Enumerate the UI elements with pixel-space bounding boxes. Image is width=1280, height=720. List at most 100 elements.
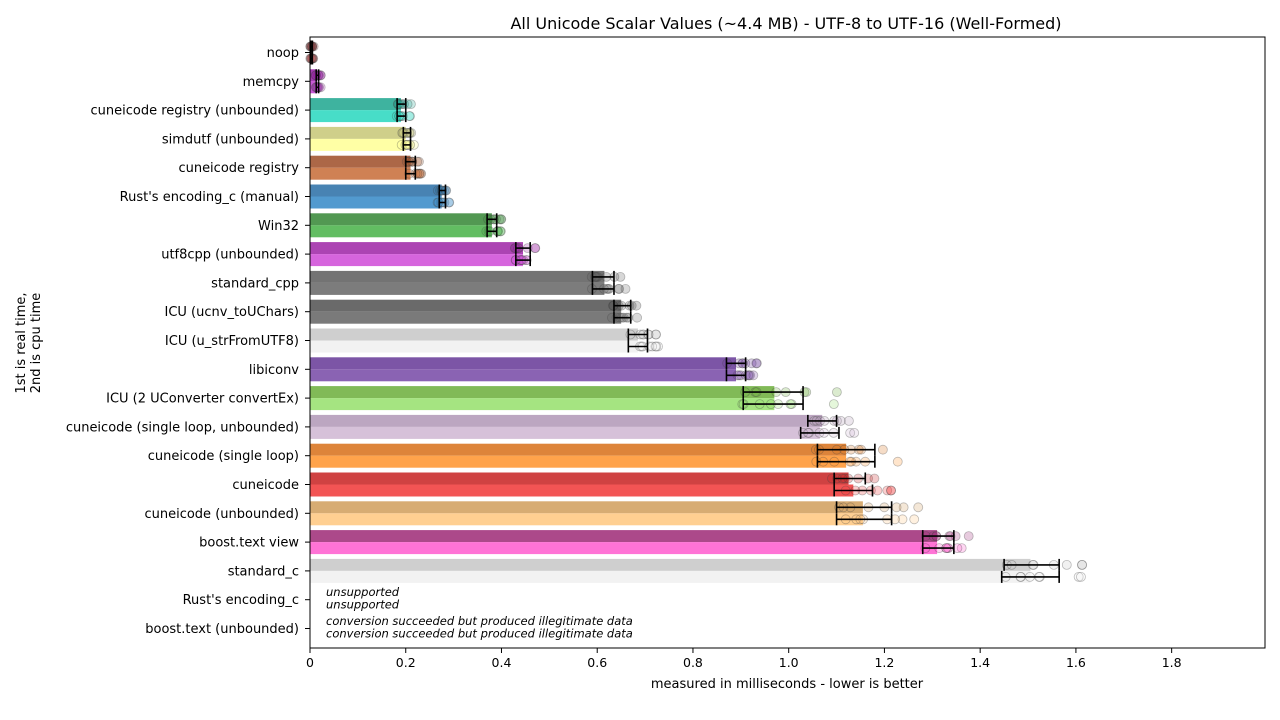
y-tick-label: memcpy	[243, 75, 300, 90]
bar-real-time	[310, 126, 406, 139]
bar-cpu-time	[310, 254, 524, 267]
bar-cpu-time	[310, 81, 318, 94]
bar-cpu-time	[310, 513, 863, 526]
y-axis-label: 1st is real time, 2nd is cpu time	[14, 292, 44, 393]
sample-point	[828, 399, 839, 410]
bar-cpu-time	[310, 225, 492, 238]
bar-real-time	[310, 443, 847, 456]
sample-point	[650, 329, 661, 340]
y-tick-label: Rust's encoding_c	[183, 593, 299, 608]
sample-point	[416, 168, 427, 179]
bar-real-time	[310, 386, 775, 399]
y-tick-label: cuneicode (unbounded)	[144, 507, 299, 522]
y-tick-label: cuneicode registry (unbounded)	[91, 104, 300, 119]
y-tick-label: utf8cpp (unbounded)	[161, 248, 299, 263]
sample-point	[913, 502, 924, 513]
sample-point	[845, 427, 856, 438]
y-tick-label: standard_c	[228, 564, 299, 579]
sample-point	[877, 444, 888, 455]
y-axis-label-line1: 1st is real time,	[14, 292, 29, 393]
sample-point	[882, 485, 893, 496]
y-tick-label: libiconv	[249, 363, 299, 378]
sample-point	[653, 341, 663, 352]
bar-real-time	[310, 242, 524, 255]
sample-point	[631, 300, 642, 311]
sample-point	[1077, 560, 1087, 570]
y-tick-label: cuneicode	[232, 478, 299, 493]
y-tick-label: cuneicode (single loop, unbounded)	[66, 420, 299, 435]
x-tick-label: 0.6	[587, 655, 607, 670]
sample-point	[748, 370, 759, 381]
bar-real-time	[310, 357, 737, 370]
bar-cpu-time	[310, 282, 605, 295]
bar-real-time	[310, 530, 938, 543]
bar-cpu-time	[310, 311, 622, 324]
y-tick-label: Win32	[258, 219, 299, 234]
sample-point	[530, 243, 541, 254]
bar-cpu-time	[310, 138, 406, 151]
sample-point	[496, 214, 507, 225]
bar-cpu-time	[310, 340, 638, 353]
x-axis: 0 0.2 0.4 0.6 0.8 1.0 1.2 1.4 1.6 1.8	[306, 648, 1182, 670]
sample-point	[751, 358, 762, 369]
sample-point	[909, 514, 920, 525]
x-tick-label: 0	[306, 655, 314, 670]
x-tick-label: 1.4	[970, 655, 990, 670]
y-tick-label: boost.text view	[199, 536, 299, 551]
y-tick-label: cuneicode (single loop)	[148, 449, 299, 464]
y-tick-label: standard_cpp	[211, 276, 299, 291]
bar-real-time	[310, 184, 442, 197]
y-tick-label: simdutf (unbounded)	[162, 132, 299, 147]
sample-point	[886, 485, 897, 496]
sample-point	[892, 456, 903, 467]
sample-point	[651, 341, 662, 352]
bar-cpu-time	[310, 369, 737, 382]
bar-real-time	[310, 98, 401, 111]
bar-real-time	[310, 270, 605, 283]
sample-point	[898, 502, 909, 513]
sample-point	[1077, 560, 1088, 570]
y-tick-label: Rust's encoding_c (manual)	[120, 190, 299, 205]
bar-cpu-time	[310, 196, 442, 209]
sample-point	[897, 514, 908, 525]
y-tick-label: boost.text (unbounded)	[145, 622, 299, 637]
bar-cpu-time	[310, 426, 820, 439]
sample-point	[844, 415, 854, 426]
bar-real-time	[310, 213, 492, 226]
y-axis-label-line2: 2nd is cpu time	[29, 293, 44, 394]
y-tick-label: ICU (u_strFromUTF8)	[165, 334, 299, 349]
x-tick-label: 1.8	[1162, 655, 1182, 670]
bar-real-time	[310, 299, 622, 312]
bar-real-time	[310, 414, 823, 427]
sample-point	[849, 427, 860, 438]
bar-cpu-time	[310, 110, 401, 123]
bar-cpu-time	[310, 167, 411, 180]
plot-frame	[309, 36, 1266, 649]
x-tick-label: 1.2	[874, 655, 894, 670]
annotation-cpu-time: unsupported	[326, 598, 400, 612]
sample-point	[886, 485, 896, 496]
x-tick-label: 1.6	[1066, 655, 1086, 670]
bar-real-time	[310, 328, 638, 341]
sample-point	[831, 387, 842, 398]
annotation-cpu-time: conversion succeeded but produced illegi…	[326, 627, 633, 641]
sample-point	[869, 473, 880, 484]
bar-real-time	[310, 155, 411, 168]
bar-cpu-time	[310, 398, 775, 411]
bar-cpu-time	[310, 484, 854, 497]
sample-point	[751, 358, 762, 369]
bar-real-time	[310, 472, 849, 485]
y-axis: noop memcpy cuneicode registry (unbounded)…	[66, 46, 310, 637]
bar-cpu-time	[310, 570, 1031, 583]
x-tick-label: 0.8	[683, 655, 703, 670]
bar-real-time	[310, 69, 318, 82]
sample-point	[615, 271, 626, 282]
sample-point	[650, 341, 661, 352]
x-tick-label: 1.0	[779, 655, 799, 670]
sample-point	[1076, 572, 1086, 582]
annotation-real-time: unsupported	[326, 585, 400, 599]
sample-point	[1061, 560, 1072, 570]
sample-point	[632, 312, 643, 323]
